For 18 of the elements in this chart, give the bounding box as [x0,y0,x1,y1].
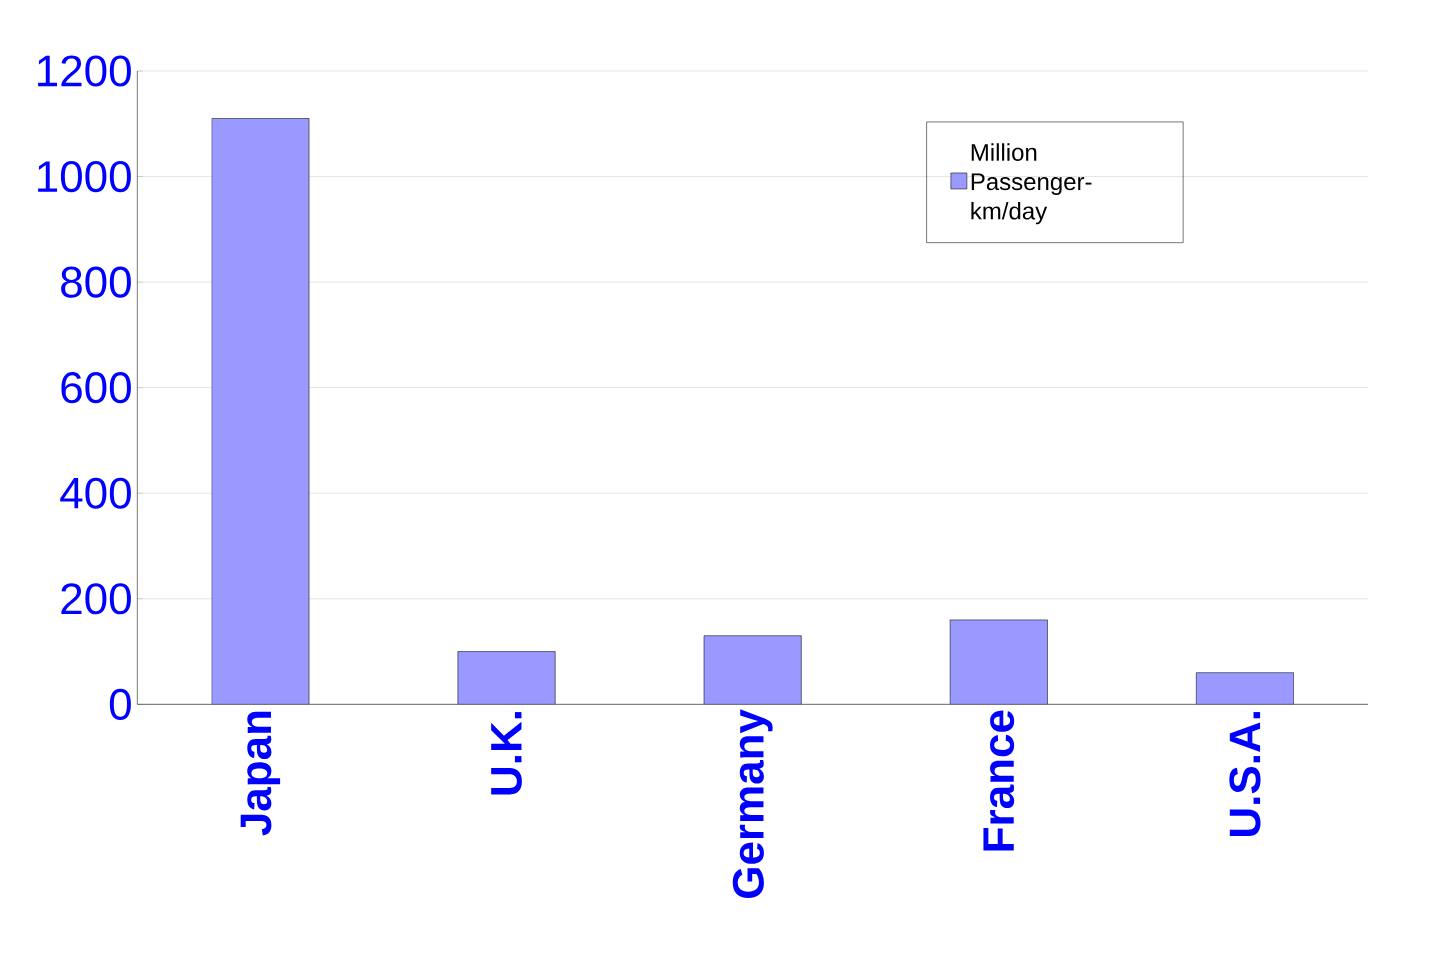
x-tick-label: Germany [732,709,773,899]
legend-label: Million Passenger-km/day [971,143,1092,225]
x-tick-label: U.K. [491,712,522,795]
x-tick-label: U.S.A. [1229,712,1261,836]
y-tick-label: 0 [109,688,131,720]
bar [457,651,556,705]
bar [1196,672,1294,705]
y-tick-label: 600 [61,372,131,404]
y-tick-label: 1000 [38,160,131,193]
x-tick-label: Japan [240,711,281,836]
x-tick-label: France [983,710,1015,851]
y-tick-label: 200 [61,583,131,615]
bar [211,118,310,705]
bar [949,619,1048,705]
y-tick-label: 400 [60,477,131,509]
bar [703,635,802,705]
y-tick-label: 1200 [38,55,131,87]
y-tick-label: 800 [61,266,131,298]
